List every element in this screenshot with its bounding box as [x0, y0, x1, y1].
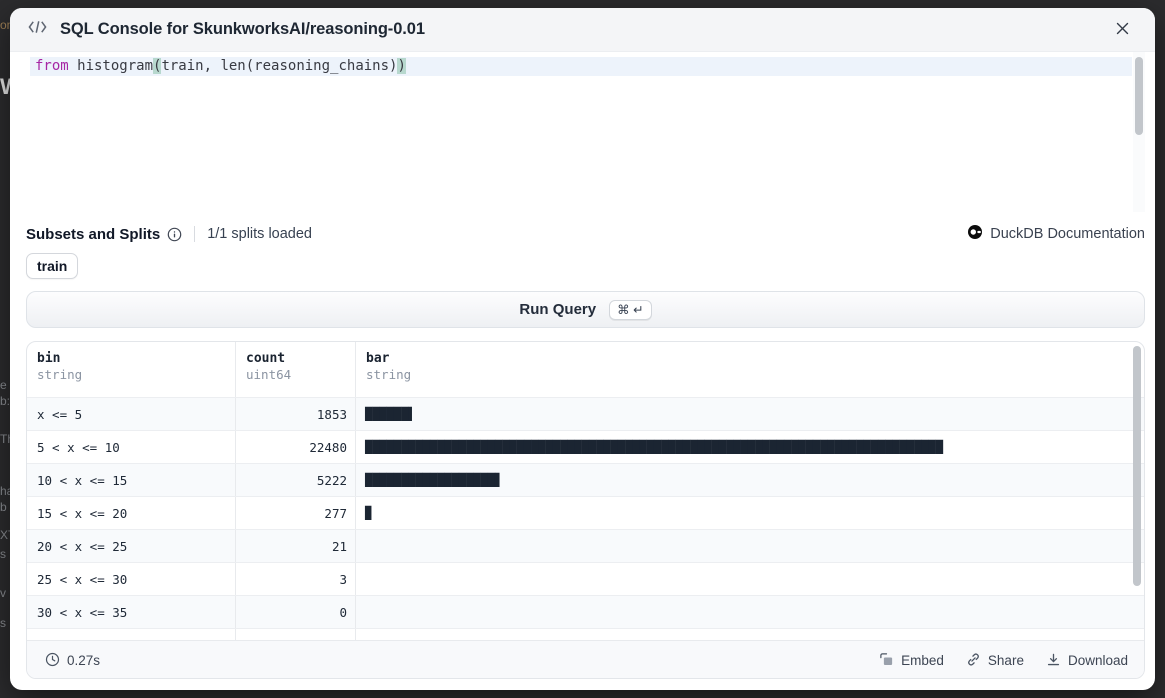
table-row: 25 < x <= 30 3 [27, 562, 1144, 595]
duckdb-icon [967, 224, 983, 244]
share-label: Share [987, 653, 1024, 668]
editor-scrollbar-track [1133, 52, 1145, 212]
query-duration: 0.27s [45, 652, 100, 670]
column-name: count [246, 351, 286, 366]
bin-cell: 25 < x <= 30 [27, 563, 236, 595]
table-row: 5 < x <= 10 22480 ██████████████████████… [27, 430, 1144, 463]
sql-matched-bracket: ) [397, 58, 406, 74]
backdrop-text-fragment: XT [0, 528, 10, 542]
subsets-label: Subsets and Splits [26, 225, 161, 243]
table-row: 30 < x <= 35 0 [27, 595, 1144, 628]
sql-editor-active-line: from histogram(train, len(reasoning_chai… [30, 57, 1132, 76]
sql-text: histogram [68, 58, 154, 74]
bin-cell: x <= 5 [27, 398, 236, 430]
count-cell: 277 [236, 497, 356, 529]
bin-cell: 35 < x <= 40 [27, 629, 236, 640]
embed-label: Embed [901, 653, 944, 668]
backdrop-text-fragment: v [0, 586, 6, 600]
duckdb-docs-link[interactable]: DuckDB Documentation [967, 224, 1145, 244]
column-header-bar: bar string [356, 342, 1144, 397]
download-label: Download [1067, 653, 1128, 668]
bar-cell: ████████████████████████████████████████… [365, 440, 943, 454]
count-cell: 21 [236, 530, 356, 562]
link-icon [966, 652, 981, 670]
table-row: 20 < x <= 25 21 [27, 529, 1144, 562]
duckdb-docs-label: DuckDB Documentation [990, 226, 1145, 242]
count-cell: 3 [236, 563, 356, 595]
count-cell: 22480 [236, 431, 356, 463]
results-scroll-area[interactable]: bin string count uint64 bar string x <= … [27, 342, 1144, 640]
splits-list: train [26, 253, 79, 279]
bin-cell: 30 < x <= 35 [27, 596, 236, 628]
sql-console-modal: SQL Console for SkunkworksAI/reasoning-0… [10, 8, 1155, 690]
vertical-divider [194, 226, 196, 242]
subsets-row: Subsets and Splits 1/1 splits loaded Duc… [26, 221, 1145, 247]
table-header-row: bin string count uint64 bar string [27, 342, 1144, 397]
backdrop-text-fragment: ha [0, 484, 10, 498]
sql-matched-bracket: ( [153, 58, 162, 74]
backdrop-text-fragment: s [0, 616, 6, 630]
run-query-button[interactable]: Run Query ⌘ ↵ [26, 291, 1145, 328]
count-cell: 0 [236, 596, 356, 628]
bar-cell: ██████████████████▋ [365, 473, 503, 487]
table-row: 10 < x <= 15 5222 ██████████████████▋ [27, 463, 1144, 496]
query-duration-value: 0.27s [67, 653, 101, 668]
backdrop-text-fragment: e [0, 378, 7, 392]
info-icon[interactable] [167, 227, 182, 242]
modal-header: SQL Console for SkunkworksAI/reasoning-0… [10, 8, 1155, 52]
bin-cell: 10 < x <= 15 [27, 464, 236, 496]
embed-icon [879, 652, 894, 670]
bin-cell: 20 < x <= 25 [27, 530, 236, 562]
bar-cell [356, 530, 1144, 562]
bar-cell [356, 629, 1144, 640]
download-icon [1046, 652, 1061, 670]
code-icon [28, 20, 47, 39]
bin-cell: 5 < x <= 10 [27, 431, 236, 463]
keyboard-shortcut-badge: ⌘ ↵ [609, 299, 652, 320]
backdrop-text-fragment: b [0, 500, 7, 514]
close-icon [1115, 21, 1130, 39]
backdrop-text-fragment: s [0, 547, 6, 561]
share-button[interactable]: Share [966, 652, 1024, 670]
table-row: 15 < x <= 20 277 ▉ [27, 496, 1144, 529]
column-type: string [37, 367, 83, 382]
modal-title: SQL Console for SkunkworksAI/reasoning-0… [60, 20, 425, 38]
embed-button[interactable]: Embed [879, 652, 944, 670]
backdrop-text-fragment: W [0, 74, 10, 100]
sql-keyword: from [35, 58, 69, 74]
close-button[interactable] [1109, 17, 1135, 43]
table-row: x <= 5 1853 ██████▌ [27, 397, 1144, 430]
splits-loaded-status: 1/1 splits loaded [207, 226, 312, 242]
bar-cell: ██████▌ [365, 407, 416, 421]
table-row-partial: 35 < x <= 40 2 [27, 628, 1144, 640]
clock-icon [45, 652, 60, 670]
bin-cell: 15 < x <= 20 [27, 497, 236, 529]
column-type: string [366, 367, 412, 382]
column-type: uint64 [246, 367, 292, 382]
count-cell: 2 [236, 629, 356, 640]
sql-editor[interactable]: from histogram(train, len(reasoning_chai… [10, 52, 1155, 212]
column-header-bin: bin string [27, 342, 236, 397]
bar-cell [356, 563, 1144, 595]
column-name: bin [37, 351, 61, 366]
split-chip-train[interactable]: train [26, 253, 79, 279]
column-name: bar [366, 351, 390, 366]
footer-actions: Embed Share Download [879, 652, 1128, 670]
sql-text: train, len(reasoning_chains) [161, 58, 398, 74]
backdrop-text-fragment: Th [0, 432, 10, 446]
results-footer: 0.27s Embed Share [27, 640, 1144, 678]
run-query-label: Run Query [519, 301, 597, 318]
bar-cell [356, 596, 1144, 628]
count-cell: 5222 [236, 464, 356, 496]
backdrop-text-fragment: on [0, 18, 10, 32]
count-cell: 1853 [236, 398, 356, 430]
editor-scrollbar[interactable] [1135, 57, 1143, 135]
table-scrollbar[interactable] [1133, 346, 1141, 586]
query-results-panel: bin string count uint64 bar string x <= … [26, 341, 1145, 679]
column-header-count: count uint64 [236, 342, 356, 397]
bar-cell: ▉ [365, 506, 373, 520]
download-button[interactable]: Download [1046, 652, 1128, 670]
backdrop-text-fragment: b: [0, 394, 10, 408]
